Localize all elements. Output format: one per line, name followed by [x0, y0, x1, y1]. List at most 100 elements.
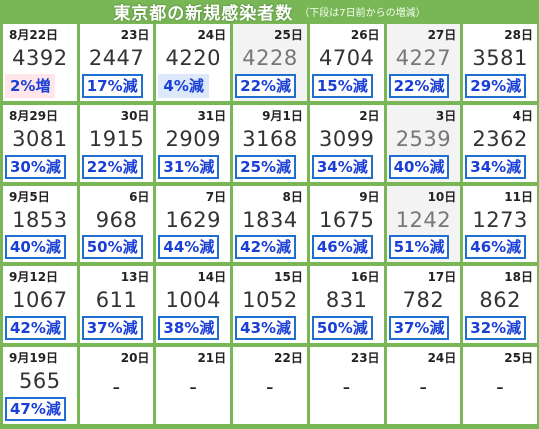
day-cell: 9月12日 1067 42%減 [3, 266, 77, 344]
day-count: 611 [95, 288, 138, 313]
day-date: 2日 [359, 108, 380, 123]
day-date: 13日 [120, 270, 150, 285]
day-date: 4日 [512, 108, 533, 123]
day-cell: 6日 968 50%減 [79, 185, 154, 263]
change-badge: 15%減 [311, 73, 373, 98]
change-badge: 42%減 [5, 316, 66, 341]
change-badge: 37%減 [81, 316, 143, 341]
change-badge: 43%減 [235, 316, 297, 341]
day-cell: 31日 2909 31%減 [156, 104, 231, 182]
change-badge: 17%減 [81, 73, 143, 98]
day-count: 3168 [242, 126, 298, 151]
day-count: 3081 [12, 126, 68, 151]
day-count: 1052 [242, 288, 298, 313]
day-date: 14日 [197, 270, 227, 285]
day-date: 8月22日 [9, 28, 59, 42]
day-cell: 13日 611 37%減 [79, 266, 154, 344]
day-count: 2909 [165, 126, 221, 151]
day-cell: 21日 - [156, 347, 231, 424]
day-date: 15日 [274, 270, 303, 285]
change-badge: 2%増 [5, 73, 56, 98]
change-badge: 40%減 [5, 235, 66, 260]
day-count: 1242 [395, 207, 452, 232]
day-count: 2362 [472, 126, 528, 151]
change-badge: 37%減 [388, 316, 450, 341]
day-cell: 8日 1834 42%減 [233, 185, 307, 263]
day-date: 24日 [197, 28, 227, 42]
day-count: 1629 [165, 207, 221, 232]
day-date: 11日 [504, 189, 533, 204]
day-count: 1004 [165, 288, 221, 313]
day-cell: 25日 - [463, 347, 537, 424]
page-title: 東京都の新規感染者数 [113, 3, 294, 24]
day-count: 1834 [242, 207, 298, 232]
day-date: 31日 [197, 108, 227, 123]
day-count: 4220 [165, 46, 221, 70]
day-cell: 11日 1273 46%減 [463, 185, 537, 263]
day-cell: 22日 - [233, 347, 307, 424]
day-count: - [419, 375, 428, 400]
day-count: 1273 [472, 207, 528, 232]
change-badge: 46%減 [311, 235, 373, 260]
change-badge: 22%減 [235, 73, 297, 98]
day-count: 4392 [12, 46, 68, 70]
day-count: 782 [402, 288, 445, 313]
day-cell: 9日 1675 46%減 [309, 185, 384, 263]
change-badge: 32%減 [465, 316, 527, 341]
change-badge: 34%減 [311, 154, 373, 179]
day-cell: 17日 782 37%減 [386, 266, 461, 344]
change-badge: 30%減 [5, 154, 66, 179]
day-cell: 30日 1915 22%減 [79, 104, 154, 182]
change-badge: 51%減 [388, 235, 450, 260]
calendar-grid: 8月22日 4392 2%増 23日 2447 17%減 24日 4220 4%減 25日 4228… [3, 24, 537, 424]
day-count: 2447 [88, 46, 145, 70]
change-badge: 34%減 [465, 154, 527, 179]
day-date: 9月5日 [9, 189, 50, 204]
change-badge: 44%減 [158, 235, 220, 260]
change-badge: 31%減 [158, 154, 220, 179]
day-cell: 9月1日 3168 25%減 [233, 104, 307, 182]
day-cell: 26日 4704 15%減 [309, 24, 384, 101]
day-date: 30日 [120, 108, 150, 123]
day-cell: 9月19日 565 47%減 [3, 347, 77, 424]
day-count: 831 [325, 288, 368, 313]
day-cell: 18日 862 32%減 [463, 266, 537, 344]
day-date: 25日 [504, 351, 533, 366]
day-date: 9月12日 [9, 270, 59, 285]
day-date: 7日 [205, 189, 227, 204]
day-cell: 23日 - [309, 347, 384, 424]
day-count: 862 [479, 288, 521, 313]
day-cell: 27日 4227 22%減 [386, 24, 461, 101]
day-date: 24日 [427, 351, 457, 366]
title-note: （下段は7日前からの増減） [299, 7, 426, 19]
day-date: 18日 [504, 270, 533, 285]
day-count: - [189, 375, 198, 400]
day-date: 20日 [120, 351, 150, 366]
day-date: 23日 [120, 28, 150, 42]
day-count: 1067 [12, 288, 68, 313]
day-count: - [342, 375, 351, 400]
change-badge: 42%減 [235, 235, 297, 260]
day-cell: 10日 1242 51%減 [386, 185, 461, 263]
day-date: 26日 [350, 28, 380, 42]
day-count: 1915 [88, 126, 145, 151]
day-cell: 14日 1004 38%減 [156, 266, 231, 344]
day-date: 6日 [129, 189, 150, 204]
day-count: - [112, 375, 121, 400]
day-cell: 2日 3099 34%減 [309, 104, 384, 182]
day-date: 17日 [427, 270, 457, 285]
change-badge: 50%減 [81, 235, 143, 260]
day-cell: 7日 1629 44%減 [156, 185, 231, 263]
day-count: 565 [19, 369, 61, 394]
change-badge: 25%減 [235, 154, 297, 179]
day-date: 3日 [435, 108, 457, 123]
day-cell: 8月29日 3081 30%減 [3, 104, 77, 182]
day-count: 3581 [472, 46, 528, 70]
title-bar: 東京都の新規感染者数 （下段は7日前からの増減） [0, 0, 539, 24]
day-cell: 28日 3581 29%減 [463, 24, 537, 101]
day-cell: 4日 2362 34%減 [463, 104, 537, 182]
day-date: 16日 [350, 270, 380, 285]
day-count: 4228 [242, 46, 298, 70]
day-cell: 20日 - [79, 347, 154, 424]
